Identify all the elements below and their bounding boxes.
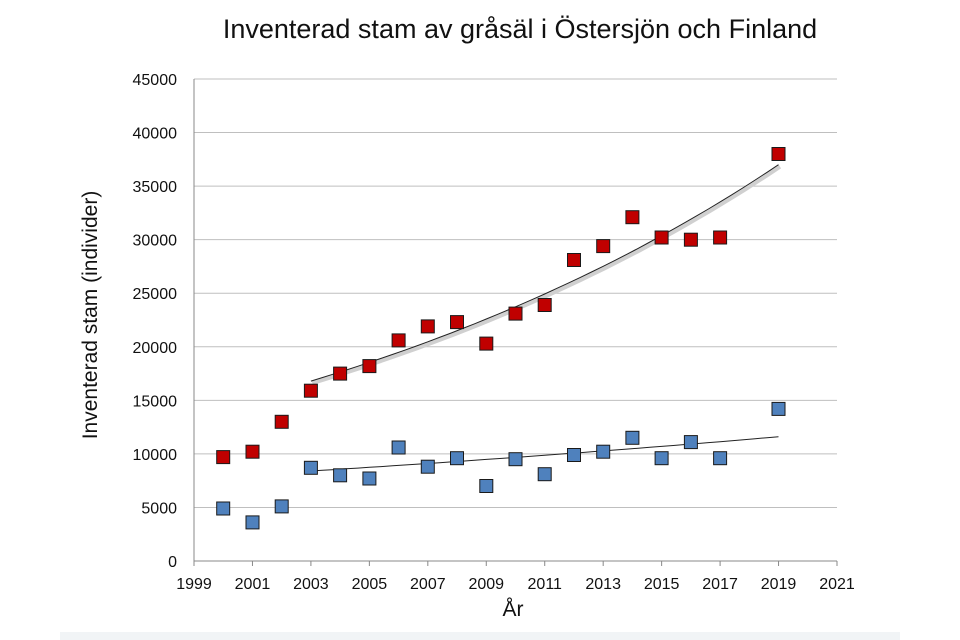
y-tick-label: 40000 (133, 126, 178, 143)
chart-title: Inventerad stam av gråsäl i Östersjön oc… (222, 14, 818, 44)
y-tick-label: 15000 (133, 393, 178, 410)
trendline (310, 164, 779, 382)
data-point (479, 336, 494, 351)
x-tick-label: 2001 (235, 576, 271, 593)
data-point (479, 479, 494, 493)
data-point (303, 460, 318, 475)
y-tick-label: 20000 (133, 340, 178, 357)
y-tick-label: 10000 (133, 447, 178, 464)
data-point (362, 359, 377, 374)
x-tick-label: 2019 (761, 576, 797, 593)
y-tick-label: 0 (168, 554, 177, 571)
data-point (245, 444, 260, 459)
x-tick-label: 2011 (528, 576, 563, 593)
data-point (420, 459, 435, 474)
y-tick-label: 35000 (133, 179, 178, 196)
data-point (625, 430, 640, 445)
trendline-shadow (311, 165, 782, 386)
data-point (713, 230, 728, 245)
y-tick-label: 45000 (133, 72, 178, 89)
x-tick-label: 2013 (585, 576, 621, 593)
data-point (391, 440, 406, 455)
data-point (216, 450, 231, 465)
x-tick-label: 2017 (702, 576, 738, 593)
data-point (771, 401, 786, 416)
data-point (362, 471, 377, 486)
x-tick-label: 2021 (819, 576, 855, 593)
y-tick-label: 30000 (133, 233, 178, 250)
gridlines (194, 78, 837, 508)
data-point (771, 147, 786, 161)
data-point (216, 501, 231, 516)
data-point (713, 451, 728, 466)
data-point (537, 467, 552, 482)
x-tick-label: 1999 (176, 576, 212, 593)
data-point (274, 499, 289, 514)
y-axis-title: Inventerad stam (individer) (79, 191, 102, 440)
trendline (310, 436, 779, 472)
x-tick-label: 2009 (468, 576, 504, 593)
data-point (333, 468, 348, 483)
data-point (508, 306, 523, 321)
data-point (567, 448, 581, 462)
data-point (596, 239, 611, 254)
tick-labels: 0 5000 10000 15000 20000 25000 30000 35000 40000… (133, 72, 855, 593)
data-point (683, 232, 698, 247)
x-tick-label: 2007 (410, 576, 446, 593)
data-point (625, 210, 640, 225)
x-tick-label: 2003 (293, 576, 329, 593)
data-point (567, 253, 581, 267)
data-point (245, 515, 260, 530)
data-point (450, 315, 464, 330)
data-point (654, 230, 669, 245)
data-point (450, 451, 464, 466)
x-tick-label: 2005 (352, 576, 388, 593)
data-point (391, 333, 406, 348)
data-point (537, 298, 552, 312)
data-point (333, 366, 348, 381)
data-markers (216, 147, 786, 530)
trendlines (310, 164, 782, 472)
x-axis-title: År (503, 598, 524, 621)
data-point (508, 452, 523, 467)
data-point (654, 451, 669, 466)
data-point (596, 444, 611, 459)
y-tick-label: 25000 (133, 286, 178, 303)
bottom-band (60, 632, 900, 640)
data-point (274, 414, 289, 429)
data-point (303, 383, 318, 398)
y-tick-label: 5000 (141, 500, 177, 517)
data-point (420, 319, 435, 334)
data-point (683, 435, 698, 450)
x-tick-label: 2015 (644, 576, 680, 593)
